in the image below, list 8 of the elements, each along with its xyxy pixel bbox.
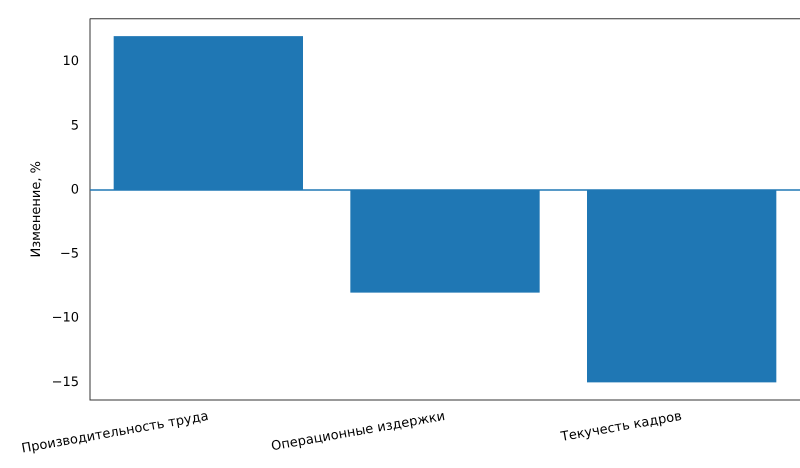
x-tick-label: Текучесть кадров xyxy=(558,408,683,446)
y-tick-label: 10 xyxy=(62,54,80,70)
y-tick-label: −15 xyxy=(52,374,80,390)
y-tick-label: −10 xyxy=(52,310,80,326)
y-axis-title: Изменение, % xyxy=(29,161,44,258)
y-tick-label: 5 xyxy=(70,118,80,134)
y-tick-label: −5 xyxy=(60,246,80,262)
y-tick-label: 0 xyxy=(70,182,80,198)
